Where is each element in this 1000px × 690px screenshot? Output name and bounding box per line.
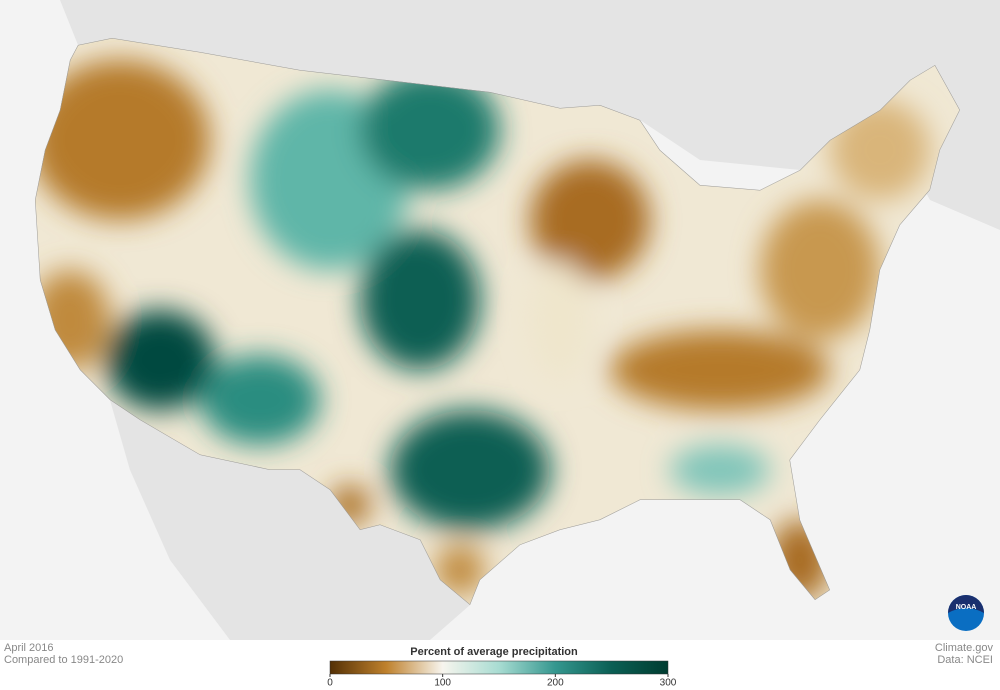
- legend-tick-label: 300: [660, 678, 677, 689]
- source: Climate.gov: [935, 642, 994, 654]
- baseline: Compared to 1991-2020: [4, 654, 123, 666]
- precip-fields: [35, 60, 930, 600]
- mexico: [110, 400, 470, 640]
- canada: [60, 0, 1000, 230]
- data-credit: Data: NCEI: [937, 654, 993, 666]
- precipitation-map: [35, 38, 960, 605]
- legend-tick-label: 100: [434, 678, 451, 689]
- legend-title: Percent of average precipitation: [410, 646, 578, 658]
- legend-tick-label: 200: [547, 678, 564, 689]
- noaa-text: NOAA: [956, 604, 977, 611]
- legend-tick-label: 0: [327, 678, 333, 689]
- period: April 2016: [4, 642, 54, 654]
- colorbar: [329, 660, 669, 675]
